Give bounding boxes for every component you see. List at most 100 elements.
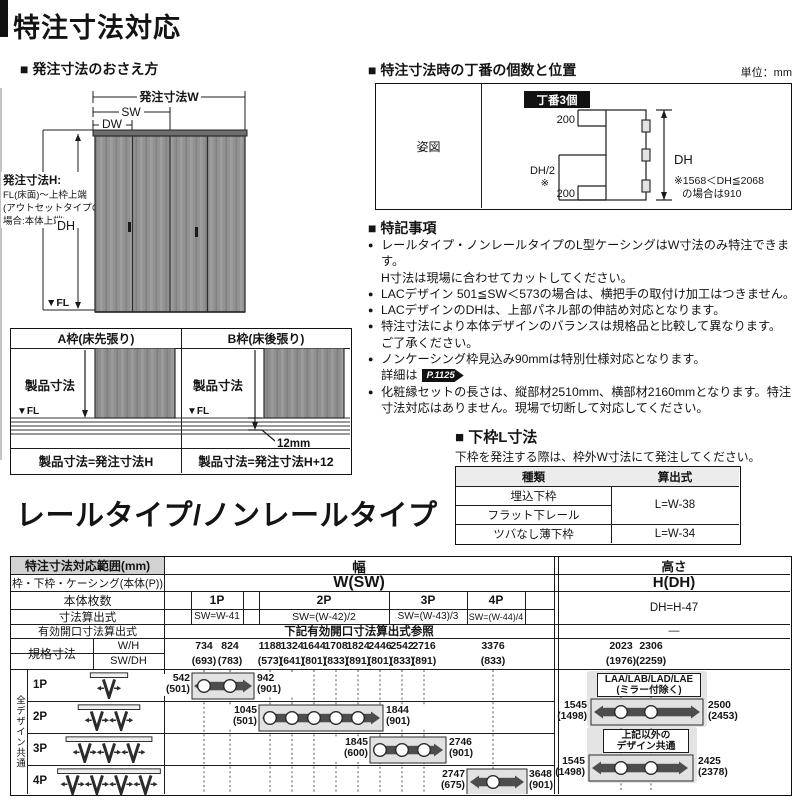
notes-heading: ■ 特記事項	[368, 220, 437, 236]
formula-w38: L=W-38	[654, 499, 696, 511]
row-4p-label: 4P	[32, 775, 48, 787]
opening-row-label: 有効開口寸法算出式	[38, 626, 137, 638]
order-heading: ■ 発注寸法のおさえ方	[20, 61, 159, 77]
hinge-bottom-200: 200	[557, 188, 575, 200]
size-wh: 2446	[368, 640, 392, 652]
height-group1-label: LAA/LAB/LAD/LAE (ミラー付除く)	[597, 673, 701, 697]
dim-dh-label: DH	[57, 219, 75, 233]
door-figure: 発注寸法W SW DW 発注寸法H: FL(床面)～上枠上端 (アウトセットタイ…	[1, 89, 248, 313]
spec-table: 特注寸法対応範囲(mm) 枠・下枠・ケーシング(本体(P)) 本体枚数 寸法算出…	[10, 556, 792, 796]
lower-frame-desc: 下枠を発注する際は、枠外W寸法にて発注してください。	[455, 450, 761, 464]
opening-note: 下記有効開口寸法算出式参照	[284, 626, 434, 638]
note-item: ● ノンケーシング枠見込み90mmは特別仕様対応となります。	[368, 352, 706, 367]
note-item: ● 化粧縁セットの長さは、縦部材2510mm、横部材2160mmとなります。特注 …	[368, 384, 792, 415]
page-ref-badge: P.1125	[421, 369, 464, 383]
hinge-dh: DH	[674, 152, 693, 167]
height-range1-min: 1545 (1498)	[557, 700, 587, 722]
hinge-box: 姿図 丁番3個 200 200 DH/2 ※ DH ※1568＜DH≦2068	[375, 83, 792, 210]
size-wh: 1708	[324, 640, 348, 652]
height-header: 高さ	[661, 560, 687, 574]
bullet-icon: ●	[368, 321, 374, 332]
size-wh: 1644	[302, 640, 326, 652]
row-3p-label: 3P	[32, 743, 48, 755]
panels-row-label: 本体枚数	[63, 593, 112, 608]
size-swdh: (693)	[191, 655, 217, 667]
frame-table: A枠(床先張り) B枠(床後張り) 製	[10, 328, 352, 475]
dim-h-note2: (アウトセットタイプの	[3, 203, 101, 214]
note-item: ● レールタイプ・ノンレールタイプのL型ケーシングはW寸法のみ特注できます。 H寸…	[368, 238, 790, 285]
note-item: ● LACデザイン 501≦SW＜573の場合は、横把手の取付け加工はつきません。	[368, 286, 796, 301]
lower-frame-heading: ■ 下枠L寸法	[455, 429, 538, 446]
dim-sw-label: SW	[121, 105, 141, 119]
fold-diagram-2p	[77, 704, 141, 731]
dim-h-note1: FL(床面)～上枠上端	[3, 189, 87, 201]
col-3p: 3P	[420, 593, 436, 607]
range-3p-max: 2746 (901)	[449, 737, 489, 760]
size-wh: 734	[195, 640, 213, 652]
range-1p-min: 542 (501)	[154, 673, 190, 696]
range-4p-min: 2747 (675)	[427, 769, 465, 792]
gap-12mm: 12mm	[277, 438, 310, 448]
frame-a-header: A枠(床先張り)	[57, 332, 135, 346]
section2-title: レールタイプ/ノンレールタイプ	[16, 500, 438, 532]
height-group2-label: 上記以外の デザイン共通	[603, 729, 689, 753]
size-swdh: (891)	[345, 655, 371, 667]
col-2p: 2P	[316, 593, 332, 607]
title-tab	[0, 0, 8, 37]
standard-row-label: 規格寸法	[27, 647, 76, 661]
fl-a: ▼FL	[17, 406, 39, 417]
size-wh: 2716	[412, 640, 436, 652]
hinge-diagram: 200 200 DH/2 ※ DH ※1568＜DH≦2068 の場合は910	[530, 109, 764, 201]
hinge-top-200: 200	[557, 114, 575, 126]
notes-list: ● レールタイプ・ノンレールタイプのL型ケーシングはW寸法のみ特注できます。 H寸…	[368, 237, 796, 416]
frame-a-formula: 製品寸法=発注寸法H	[38, 454, 154, 469]
range-2p-min: 1045 (501)	[221, 705, 257, 728]
wh-label: W/H	[117, 639, 140, 652]
range-1p-max: 942 (901)	[257, 673, 293, 696]
formula-w34: L=W-34	[654, 527, 696, 540]
product-dim-b: 製品寸法	[192, 378, 244, 393]
size-swdh: (801)	[367, 655, 393, 667]
formula-1p: SW=W-41	[194, 611, 240, 622]
height-formula: DH=H-47	[649, 601, 699, 614]
frame-b-header: B枠(床後張り)	[227, 332, 305, 346]
height-subheader: H(DH)	[652, 574, 696, 591]
note-item: ● 特注寸法により本体デザインのバランスは規格品と比較して異なります。 ご了承くだ…	[368, 319, 782, 350]
swdh-label: SW/DH	[110, 655, 147, 667]
range-chart	[191, 670, 704, 794]
note-item: ● LACデザインのDHは、上部パネル部の伸詰め対応となります。	[368, 303, 726, 318]
fold-diagram-1p	[89, 672, 129, 699]
lower-frame-table: 種類 算出式 埋込下枠 フラット下レール ツバなし薄下枠 L=W-38 L=W-…	[455, 466, 741, 545]
width-subheader: W(SW)	[333, 573, 385, 591]
frame-diagrams: 製品寸法 製品寸法 ▼FL ▼FL 12mm	[11, 348, 350, 448]
bullet-icon: ●	[368, 354, 374, 365]
dim-h-note3: 場合:本体上端)	[3, 215, 66, 227]
col-1p: 1P	[209, 593, 225, 607]
height-range1-max: 2500 (2453)	[708, 700, 738, 722]
detail-label: 詳細は	[381, 368, 418, 383]
row-1p-label: 1P	[32, 679, 48, 691]
hinge-heading: ■ 特注寸法時の丁番の個数と位置	[368, 62, 577, 78]
unit-label: 単位：mm	[740, 67, 792, 79]
bullet-icon: ●	[368, 386, 374, 397]
hsize-swdh: (2259)	[635, 655, 667, 667]
dim-h-title: 発注寸法H:	[2, 173, 61, 187]
col-4p: 4P	[488, 593, 504, 607]
door-handle	[195, 227, 198, 237]
note-detail-row: 詳細は P.1125	[381, 367, 796, 383]
page-title: 特注寸法対応	[13, 13, 181, 43]
size-swdh: (891)	[411, 655, 437, 667]
range-2p-max: 1844 (901)	[386, 705, 426, 728]
dim-w-label: 発注寸法W	[138, 89, 199, 104]
fold-diagram-3p	[65, 736, 153, 763]
bullet-icon: ●	[368, 305, 374, 316]
range-4p-max: 3648 (901)	[529, 769, 554, 792]
size-wh: 2542	[390, 640, 414, 652]
size-swdh: (833)	[323, 655, 349, 667]
formula-4p: SW=(W-44)/4	[468, 611, 524, 622]
dim-dw-label: DW	[102, 117, 123, 131]
col-formula-header: 算出式	[611, 467, 739, 486]
frame-b-formula: 製品寸法=発注寸法H+12	[198, 454, 334, 469]
size-swdh: (833)	[480, 655, 506, 667]
